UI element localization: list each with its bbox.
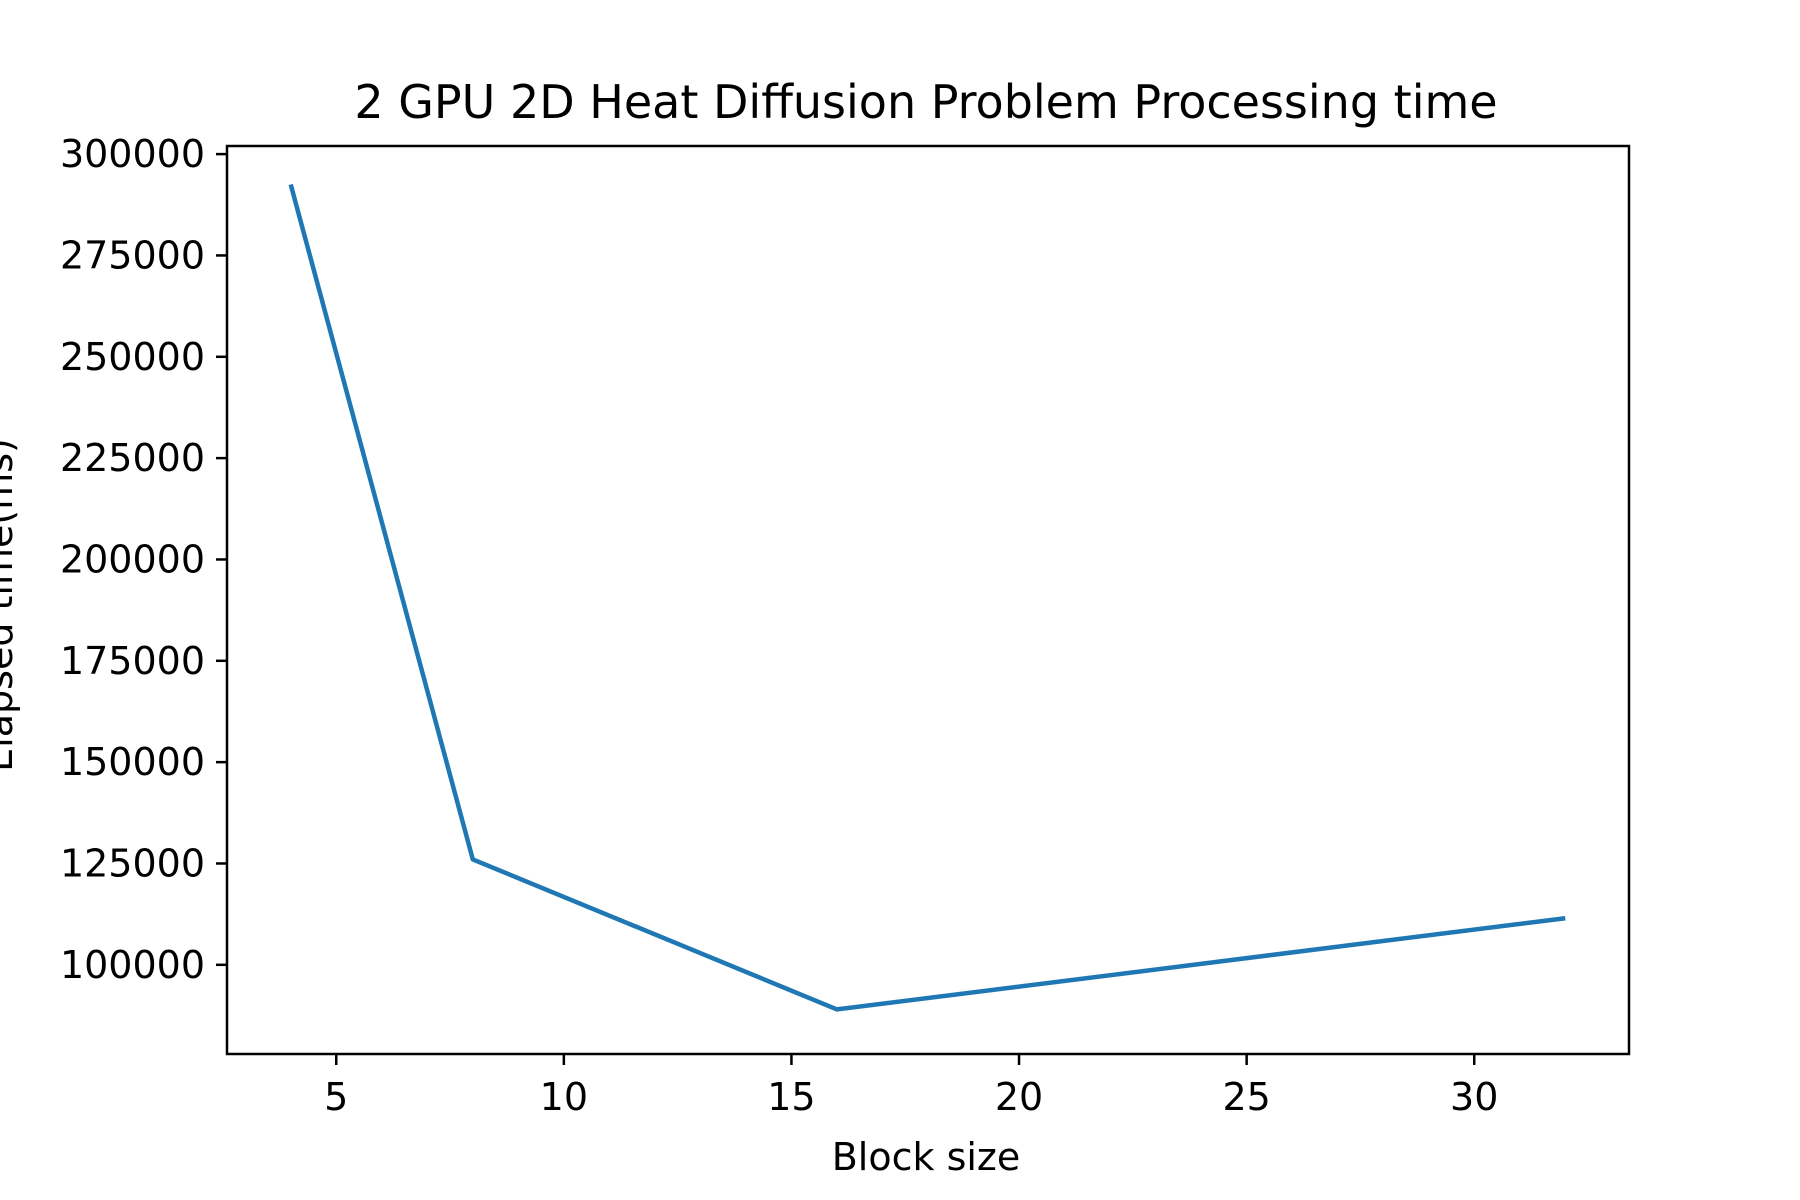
- y-tick-label: 300000: [60, 132, 205, 176]
- x-tick-label: 20: [995, 1075, 1043, 1119]
- y-tick-label: 175000: [60, 639, 205, 683]
- series-line-0: [288, 183, 1566, 1012]
- plot-area-frame: [225, 144, 1631, 1056]
- x-tick-label: 25: [1222, 1075, 1270, 1119]
- x-tick-label: 30: [1450, 1075, 1498, 1119]
- x-tick-label: 15: [767, 1075, 815, 1119]
- y-tick-label: 200000: [60, 537, 205, 581]
- y-axis-label: Elapsed time(ms): [0, 438, 21, 772]
- y-tick-label: 125000: [60, 841, 205, 885]
- x-tick-label: 5: [324, 1075, 348, 1119]
- chart-title: 2 GPU 2D Heat Diffusion Problem Processi…: [354, 75, 1497, 129]
- y-tick-label: 225000: [60, 436, 205, 480]
- series-layer: [288, 183, 1566, 1012]
- x-axis-ticks: 5 10 15 20 25 30: [324, 1054, 1498, 1119]
- y-tick-label: 150000: [60, 740, 205, 784]
- y-tick-label: 250000: [60, 335, 205, 379]
- y-axis-ticks: 100000 125000 150000 175000 200000 225000 2500…: [60, 132, 227, 987]
- y-tick-label: 275000: [60, 233, 205, 277]
- x-tick-label: 10: [540, 1075, 588, 1119]
- x-axis-label: Block size: [832, 1135, 1021, 1179]
- y-tick-label: 100000: [60, 943, 205, 987]
